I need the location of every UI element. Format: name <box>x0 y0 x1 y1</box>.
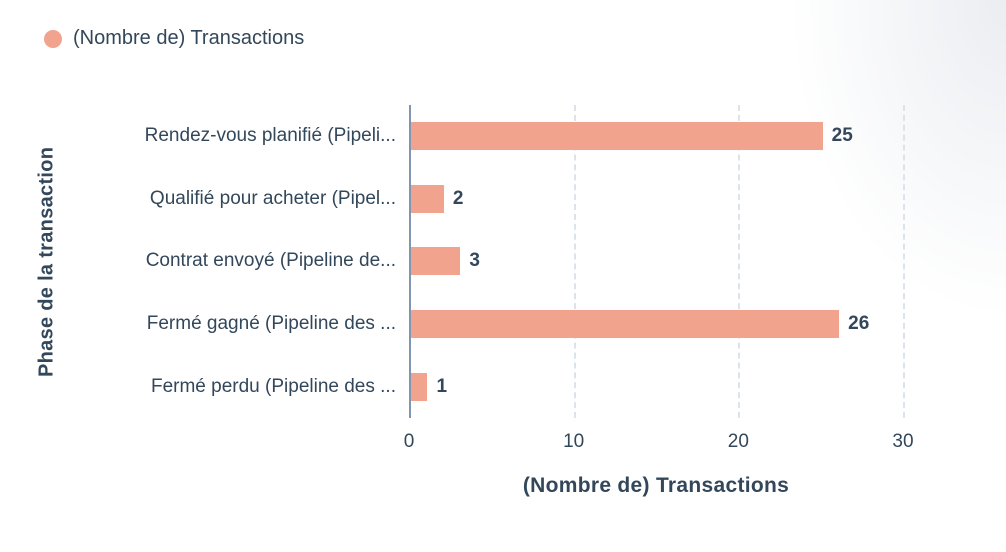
gridline <box>573 105 576 418</box>
gridline <box>738 105 741 418</box>
series-dot-icon <box>44 29 62 48</box>
value-label: 2 <box>452 187 464 209</box>
legend-label: (Nombre de) Transactions <box>73 27 305 49</box>
bar[interactable] <box>411 247 461 276</box>
category-label: Fermé gagné (Pipeline des ... <box>146 313 396 335</box>
category-label: Fermé perdu (Pipeline des ... <box>150 375 396 397</box>
bar-row: 3 <box>411 230 940 293</box>
category-axis: Rendez-vous planifié (Pipeli... Qualifié … <box>78 105 398 418</box>
bar[interactable] <box>411 122 823 151</box>
x-tick-row: 0 10 20 30 <box>404 431 914 453</box>
bar[interactable] <box>411 372 428 401</box>
bar-row: 2 <box>411 168 940 231</box>
y-axis-line <box>409 105 411 418</box>
category-label: Contrat envoyé (Pipeline de... <box>145 250 396 272</box>
bar-row: 25 <box>411 105 940 168</box>
category-label: Rendez-vous planifié (Pipeli... <box>144 125 396 147</box>
x-tick-label: 20 <box>727 431 749 452</box>
value-label: 1 <box>436 375 448 397</box>
legend-item[interactable]: (Nombre de) Transactions <box>44 27 304 50</box>
x-tick-label: 0 <box>403 431 415 452</box>
bar[interactable] <box>411 184 444 213</box>
plot-area: 25 2 3 26 1 <box>409 105 940 418</box>
value-label: 26 <box>848 313 870 335</box>
gridline <box>903 105 905 418</box>
x-axis-title: (Nombre de) Transactions <box>522 474 790 497</box>
value-label: 3 <box>469 250 480 272</box>
bar[interactable] <box>411 310 840 339</box>
value-label: 25 <box>831 125 853 147</box>
bar-row: 1 <box>411 355 940 418</box>
x-tick-label: 30 <box>892 431 914 452</box>
y-axis-title: Phase de la transaction <box>35 146 58 377</box>
bar-row: 26 <box>411 293 940 356</box>
x-tick-label: 10 <box>563 431 585 452</box>
category-label: Qualifié pour acheter (Pipel... <box>149 187 396 209</box>
